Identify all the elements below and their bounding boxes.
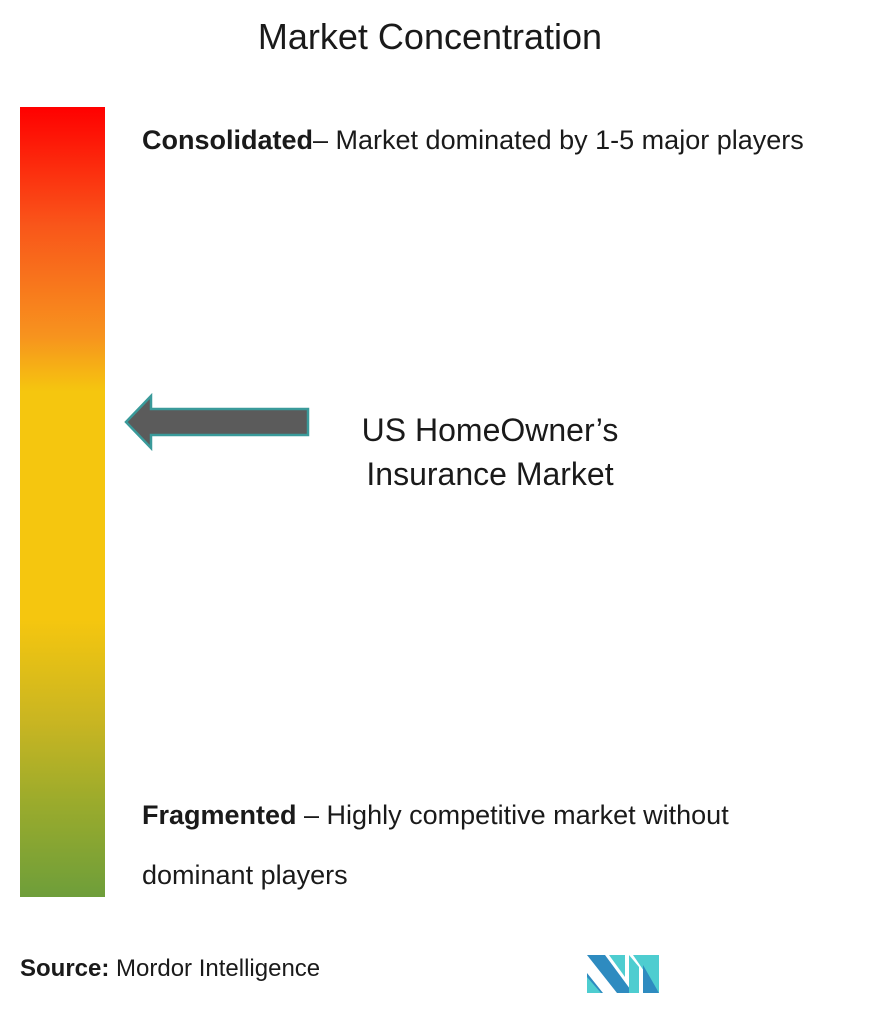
page-title: Market Concentration xyxy=(257,16,603,57)
market-label: US HomeOwner’s Insurance Market xyxy=(330,408,650,496)
arrow-left-icon xyxy=(124,392,310,452)
market-line-2: Insurance Market xyxy=(366,456,614,492)
market-line-1: US HomeOwner’s xyxy=(361,412,619,448)
source-label: Source: xyxy=(20,955,110,982)
fragmented-label: Fragmented xyxy=(142,800,297,830)
source-note: Source: Mordor Intelligence xyxy=(20,955,320,983)
consolidated-description: Consolidated– Market dominated by 1-5 ma… xyxy=(142,110,842,170)
mordor-logo xyxy=(587,955,659,993)
consolidated-text: – Market dominated by 1-5 major players xyxy=(313,125,804,155)
consolidated-label: Consolidated xyxy=(142,125,314,155)
fragmented-description: Fragmented – Highly competitive market w… xyxy=(142,785,842,905)
concentration-gradient-bar xyxy=(20,107,105,897)
source-text: Mordor Intelligence xyxy=(109,955,321,982)
fragmented-text: – Highly competitive market without domi… xyxy=(142,800,729,890)
